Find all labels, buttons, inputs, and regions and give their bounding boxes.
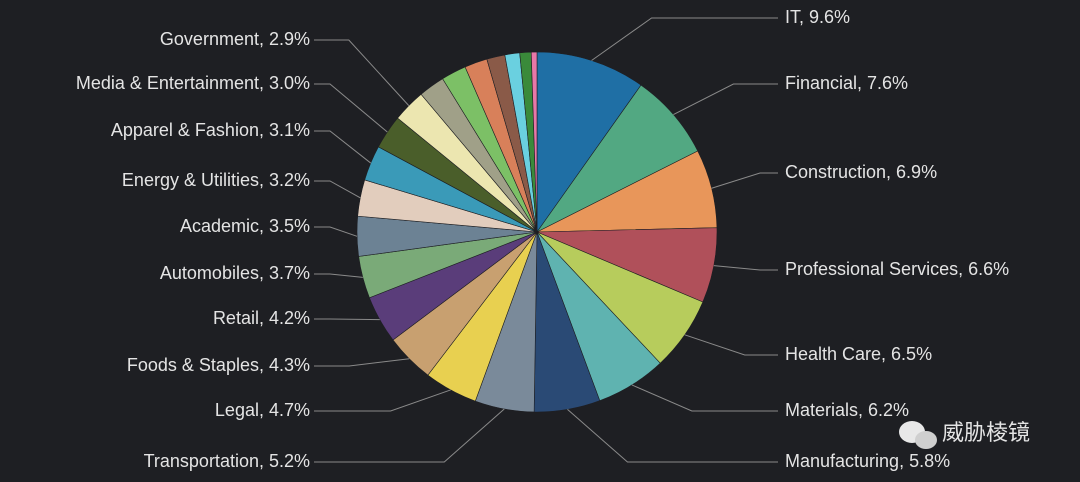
slice-label: Government, 2.9% (160, 29, 310, 49)
slice-label: Media & Entertainment, 3.0% (76, 73, 310, 93)
slice-label: Retail, 4.2% (213, 308, 310, 328)
leader-line (314, 130, 372, 164)
leader-line (684, 334, 778, 356)
leader-line (314, 226, 358, 237)
leader-line (567, 409, 778, 463)
slice-label: Transportation, 5.2% (144, 451, 310, 471)
slice-label: Professional Services, 6.6% (785, 259, 1009, 279)
slice-label: Foods & Staples, 4.3% (127, 355, 310, 375)
slice-label: Construction, 6.9% (785, 162, 937, 182)
leader-line (314, 180, 361, 199)
watermark: 威胁棱镜 (899, 420, 1030, 449)
leader-line (711, 172, 778, 189)
leader-line (631, 384, 778, 412)
slice-label: Academic, 3.5% (180, 216, 310, 236)
slice-label: Materials, 6.2% (785, 400, 909, 420)
watermark-text: 威胁棱镜 (942, 420, 1030, 445)
leader-line (314, 83, 388, 133)
slice-label: Health Care, 6.5% (785, 344, 932, 364)
leader-line (314, 408, 505, 463)
slice-label: Financial, 7.6% (785, 73, 908, 93)
wechat-icon (915, 431, 937, 449)
leader-line (713, 265, 778, 271)
leader-line (314, 318, 380, 321)
leader-line (314, 358, 410, 367)
leader-line (673, 83, 778, 116)
slice-label: IT, 9.6% (785, 7, 850, 27)
slice-label: Energy & Utilities, 3.2% (122, 170, 310, 190)
slice-label: Automobiles, 3.7% (160, 263, 310, 283)
leader-line (591, 17, 778, 61)
leader-line (314, 389, 451, 412)
pie-slice (530, 51, 538, 233)
slice-label: Manufacturing, 5.8% (785, 451, 950, 471)
pie (356, 51, 718, 413)
slice-label: Legal, 4.7% (215, 400, 310, 420)
leader-line (314, 273, 363, 278)
slice-label: Apparel & Fashion, 3.1% (111, 120, 310, 140)
leader-line (314, 39, 410, 106)
